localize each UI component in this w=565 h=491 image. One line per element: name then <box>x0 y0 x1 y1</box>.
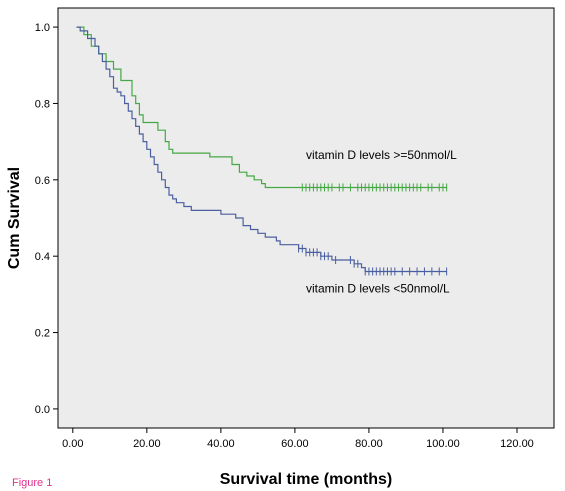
x-tick-label: 0.00 <box>62 438 83 450</box>
censor-marks <box>298 183 448 276</box>
annotation-high-vitamin-d: vitamin D levels >=50nmol/L <box>306 148 457 162</box>
series-layer <box>76 26 447 273</box>
y-tick-label: 1.0 <box>35 22 50 34</box>
y-tick-label: 0.2 <box>35 328 50 340</box>
x-tick-label: 100.00 <box>426 438 460 450</box>
figure-label: Figure 1 <box>12 477 53 489</box>
x-tick-label: 120.00 <box>500 438 534 450</box>
x-axis-title: Survival time (months) <box>220 471 392 488</box>
y-axis-title: Cum Survival <box>6 167 23 269</box>
series-line-1 <box>76 26 447 273</box>
plot-area <box>57 7 555 429</box>
tick-labels: 0.00 20.00 40.00 60.00 80.00 100.00 120.00 0.0 0… <box>35 22 534 450</box>
x-tick-label: 20.00 <box>133 438 161 450</box>
y-tick-label: 0.8 <box>35 98 50 110</box>
x-tick-label: 80.00 <box>355 438 383 450</box>
x-tick-label: 60.00 <box>281 438 309 450</box>
x-tick-label: 40.00 <box>207 438 235 450</box>
y-tick-label: 0.4 <box>35 251 50 263</box>
axes <box>53 26 518 433</box>
annotation-low-vitamin-d: vitamin D levels <50nmol/L <box>306 281 450 295</box>
y-tick-label: 0.0 <box>35 404 50 416</box>
y-tick-label: 0.6 <box>35 175 50 187</box>
series-line-0 <box>76 26 447 189</box>
